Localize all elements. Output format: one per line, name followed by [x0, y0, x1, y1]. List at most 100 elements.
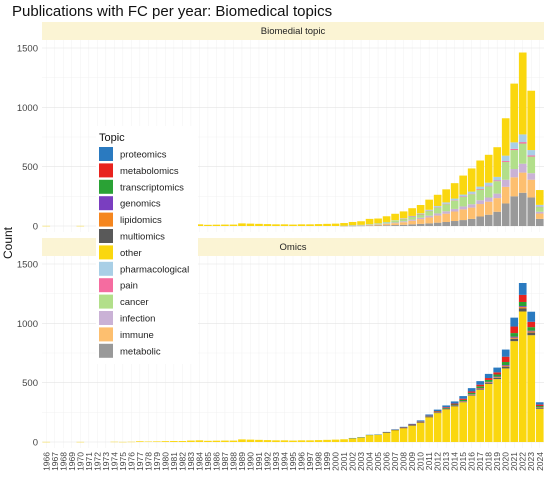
bar-segment-metabolic: [535, 218, 544, 226]
bar-segment-other: [484, 154, 493, 183]
x-tick-label: 1967: [50, 452, 60, 471]
legend-label-transcriptomics: transcriptomics: [120, 182, 184, 193]
bar-segment-other: [391, 430, 399, 442]
x-tick-label: 1983: [186, 452, 196, 471]
panel-biomedical: Biomedial topic 0 500 1000 1500: [17, 22, 544, 233]
bar-segment-other: [280, 224, 289, 226]
bar-segment-metabolic: [459, 220, 467, 226]
bar-segment-other: [535, 408, 544, 442]
bar-segment-immune: [433, 215, 442, 223]
bar-segment-other: [467, 395, 476, 442]
bar-segment-cancer: [382, 222, 391, 224]
bar-segment-pain: [527, 155, 536, 157]
bar-segment-infection: [467, 204, 476, 208]
bar-segment-immune: [399, 222, 408, 225]
bar-segment-genomics: [518, 306, 527, 308]
x-tick-label: 2006: [382, 452, 392, 471]
bar-segment-other: [212, 224, 221, 226]
bar-segment-other: [442, 189, 450, 203]
bar-segment-infection: [450, 208, 459, 212]
bar-segment-infection: [484, 197, 493, 202]
bar-segment-cancer: [391, 220, 399, 223]
x-tick-label: 2011: [424, 452, 434, 471]
bar-segment-cancer: [442, 204, 450, 212]
x-tick-label: 2017: [475, 452, 485, 471]
bar-segment-pain: [501, 160, 510, 162]
bar-segment-multiomics: [527, 332, 536, 336]
bar-segment-pharmacological: [433, 206, 442, 208]
bar-segment-proteomics: [501, 349, 510, 357]
bar-segment-other: [195, 440, 204, 442]
legend-swatch-immune: [99, 327, 113, 342]
x-tick-label: 1973: [101, 452, 111, 471]
bar-segment-infection: [433, 213, 442, 216]
x-tick-label: 2015: [458, 452, 468, 471]
bar-segment-pharmacological: [493, 176, 502, 181]
bar-segment-immune: [493, 198, 502, 212]
bar-segment-pain: [476, 188, 485, 190]
bar-segment-pharmacological: [510, 142, 519, 149]
bar-segment-pharmacological: [459, 194, 467, 197]
bar-segment-metabolic: [510, 196, 519, 226]
bar-segment-metabolomics: [450, 403, 459, 405]
bar-segment-other: [170, 441, 178, 442]
bar-segment-proteomics: [510, 317, 519, 327]
bar-segment-other: [161, 441, 170, 442]
legend-swatch-proteomics: [99, 147, 113, 161]
bar-segment-immune: [391, 223, 399, 226]
bar-segment-other: [323, 223, 331, 226]
x-tick-label: 1981: [169, 452, 179, 471]
x-tick-label: 1976: [126, 452, 136, 471]
x-tick-label: 1978: [143, 452, 153, 471]
bar-segment-metabolomics: [501, 356, 510, 363]
x-tick-label: 1972: [92, 452, 102, 471]
bar-segment-proteomics: [416, 420, 425, 422]
bar-segment-metabolomics: [476, 384, 485, 387]
bar-segment-multiomics: [510, 338, 519, 342]
bar-segment-other: [459, 402, 467, 442]
bar-segment-proteomics: [425, 414, 433, 416]
bar-segment-other: [195, 224, 204, 226]
legend-label-proteomics: proteomics: [120, 150, 167, 161]
y-ticks-bottom: 0 500 1000 1500: [17, 260, 38, 449]
bar-segment-other: [510, 83, 519, 143]
bar-segment-transcriptomics: [484, 379, 493, 382]
bar-segment-infection: [408, 219, 416, 221]
bar-segment-proteomics: [484, 373, 493, 379]
bar-segment-transcriptomics: [493, 374, 502, 377]
legend-swatch-infection: [99, 311, 113, 325]
x-tick-label: 1994: [279, 452, 289, 471]
bar-segment-other: [416, 205, 425, 214]
bar-segment-other: [357, 437, 365, 442]
bar-segment-other: [221, 440, 229, 442]
bar-segment-other: [289, 224, 297, 226]
bar-segment-cancer: [501, 161, 510, 180]
bar-segment-infection: [459, 206, 467, 210]
bar-segment-cancer: [408, 216, 416, 220]
x-tick-label: 2019: [492, 452, 502, 471]
bar-segment-other: [187, 440, 195, 442]
bar-segment-proteomics: [459, 396, 467, 399]
bar-segment-other: [263, 224, 272, 226]
y-tick-label: 1000: [17, 103, 38, 114]
bar-segment-metabolic: [382, 225, 391, 226]
bar-segment-transcriptomics: [535, 406, 544, 408]
bar-segment-immune: [416, 219, 425, 224]
bar-segment-other: [255, 439, 263, 442]
bar-segment-immune: [535, 213, 544, 219]
bar-segment-other: [493, 379, 502, 442]
x-tick-label: 1984: [194, 452, 204, 471]
bar-segment-other: [272, 224, 280, 226]
bar-segment-other: [467, 168, 476, 192]
bar-segment-immune: [382, 223, 391, 226]
bar-segment-metabolomics: [527, 321, 536, 328]
bar-segment-other: [297, 224, 306, 226]
bar-segment-metabolic: [442, 221, 450, 226]
x-tick-label: 2012: [433, 452, 443, 471]
bar-segment-other: [246, 223, 255, 226]
bar-segment-other: [450, 183, 459, 199]
bar-segment-genomics: [493, 376, 502, 378]
bar-segment-other: [493, 147, 502, 177]
bar-segment-pharmacological: [442, 202, 450, 204]
bar-segment-proteomics: [493, 367, 502, 373]
